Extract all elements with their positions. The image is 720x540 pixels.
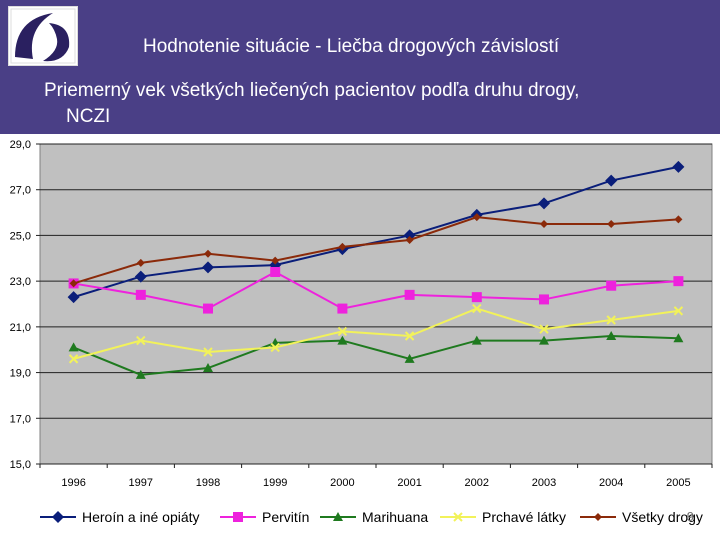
data-point (471, 292, 482, 303)
y-tick-label: 29,0 (10, 139, 31, 151)
data-point (673, 333, 684, 343)
data-point (135, 369, 146, 379)
data-point (540, 220, 548, 228)
data-point (134, 270, 147, 283)
data-point (67, 291, 80, 304)
slide-title: Hodnotenie situácie - Liečba drogových z… (143, 36, 560, 57)
series-line-4 (73, 307, 679, 360)
data-point (337, 335, 348, 345)
y-tick-label: 25,0 (10, 230, 31, 242)
data-point (404, 353, 415, 363)
series-line-2 (73, 270, 679, 310)
series-line-3 (73, 334, 679, 376)
legend-label: Heroín a iné opiáty (82, 509, 200, 525)
legend-marker (594, 513, 602, 521)
data-point (404, 289, 415, 300)
logo-graphic (9, 7, 77, 65)
slide-subtitle: Priemerný vek všetkých liečených pacient… (44, 78, 704, 130)
y-tick-label: 21,0 (10, 322, 31, 334)
data-point (605, 174, 618, 187)
data-point (337, 326, 348, 337)
data-point (673, 306, 684, 316)
subtitle-line-1: Priemerný vek všetkých liečených pacient… (44, 80, 580, 101)
legend-label: Všetky drogy (622, 509, 703, 525)
data-point (68, 354, 79, 364)
data-point (606, 315, 616, 325)
plot-area (39, 143, 713, 465)
data-point (202, 261, 214, 274)
data-point (672, 160, 685, 173)
data-point (606, 331, 617, 340)
institution-logo-icon (8, 6, 78, 66)
legend-marker (233, 512, 243, 522)
y-tick-label: 27,0 (10, 185, 31, 197)
data-point (539, 294, 549, 305)
data-point (270, 267, 281, 277)
data-point (674, 215, 683, 224)
data-point (135, 289, 146, 300)
x-tick-label: 2001 (397, 477, 421, 489)
y-tick-label: 19,0 (10, 368, 31, 380)
data-point (203, 303, 213, 314)
x-tick-label: 2005 (666, 477, 690, 489)
y-tick-label: 23,0 (10, 276, 31, 288)
y-tick-label: 15,0 (10, 459, 31, 471)
x-tick-label: 1996 (61, 477, 85, 489)
data-point (539, 335, 549, 345)
x-tick-label: 2003 (532, 477, 556, 489)
data-point (203, 347, 213, 357)
x-tick-label: 1997 (129, 477, 153, 489)
page-number: 9 (686, 509, 694, 524)
data-point (538, 197, 550, 210)
data-point (405, 236, 414, 244)
data-point (271, 256, 280, 265)
data-point (338, 242, 347, 251)
x-tick-label: 2004 (599, 477, 623, 489)
data-point (337, 303, 348, 314)
data-point (472, 303, 482, 314)
data-point (606, 280, 617, 291)
x-tick-label: 2002 (465, 477, 489, 489)
data-point (270, 342, 280, 353)
x-tick-label: 2000 (330, 477, 354, 489)
data-point (539, 324, 549, 334)
line-chart: 15,0 17,0 19,0 21,0 23,0 25,0 27,0 29,0 1996 1997… (10, 139, 713, 525)
data-point (472, 213, 481, 222)
subtitle-line-2: NCZI (66, 106, 111, 127)
data-point (68, 342, 79, 352)
data-point (471, 335, 482, 345)
data-point (136, 258, 145, 267)
legend-marker (453, 512, 463, 522)
legend-label: Marihuana (362, 509, 428, 525)
x-tick-label: 1998 (196, 477, 220, 489)
data-point (204, 249, 212, 258)
legend-marker (52, 511, 64, 523)
data-point (607, 220, 616, 228)
chart-panel: 15,0 17,0 19,0 21,0 23,0 25,0 27,0 29,0 1996 1997… (0, 134, 720, 540)
legend-label: Pervitín (262, 509, 309, 525)
data-point (69, 279, 78, 288)
legend-marker (333, 512, 343, 521)
data-point (136, 335, 146, 346)
data-point (203, 363, 213, 372)
x-tick-label: 1999 (263, 477, 287, 489)
series-line-5 (73, 216, 679, 285)
y-tick-label: 17,0 (10, 413, 31, 425)
data-point (404, 331, 415, 341)
legend-label: Prchavé látky (482, 509, 566, 525)
data-point (673, 276, 684, 287)
series-line-1 (73, 165, 679, 299)
